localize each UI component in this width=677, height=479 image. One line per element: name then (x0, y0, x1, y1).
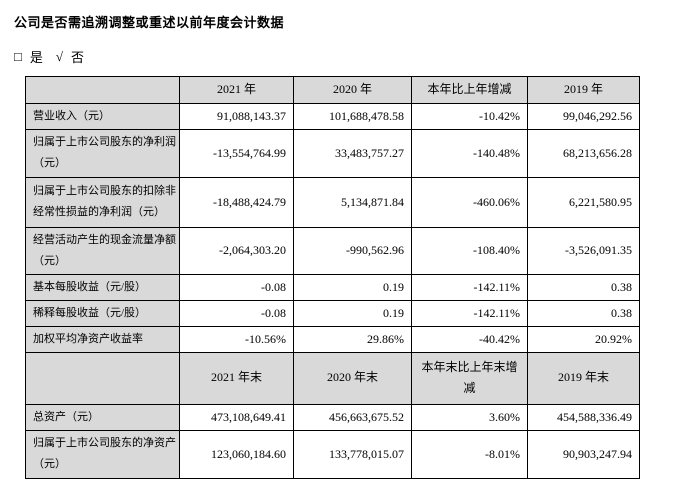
value-2021: -0.08 (179, 273, 294, 301)
key-financials-table: 2021 年 2020 年 本年比上年增减 2019 年 营业收入（元） 91,… (25, 76, 640, 479)
value-change: 3.60% (411, 403, 528, 431)
table-row-net-assets: 归属于上市公司股东的净资产（元） 123,060,184.60 133,778,… (25, 429, 640, 479)
choice-no: √ 否 (56, 47, 84, 66)
value-2019: 0.38 (527, 273, 640, 301)
table-row-total-assets: 总资产（元） 473,108,649.41 456,663,675.52 3.6… (25, 403, 640, 431)
value-change: -140.48% (411, 128, 528, 178)
header-blank (25, 76, 180, 104)
value-2019: 90,903,247.94 (527, 429, 640, 479)
value-2020: 0.19 (293, 273, 412, 301)
value-2019: 0.38 (527, 299, 640, 327)
value-2019: 6,221,580.95 (527, 176, 640, 228)
row-label: 稀释每股收益（元/股） (25, 299, 180, 327)
choice-yes-label: 是 (29, 50, 43, 65)
row-label: 经营活动产生的现金流量净额（元） (25, 226, 180, 275)
table-row-net-profit-excl-nonrecurring: 归属于上市公司股东的扣除非经常性损益的净利润（元） -18,488,424.79… (25, 176, 640, 228)
value-2020: 0.19 (293, 299, 412, 327)
table-row-basic-eps: 基本每股收益（元/股） -0.08 0.19 -142.11% 0.38 (25, 273, 640, 301)
value-2021: 91,088,143.37 (179, 102, 294, 130)
value-change: -142.11% (411, 299, 528, 327)
checkbox-unchecked-icon: □ (14, 48, 22, 64)
row-label: 基本每股收益（元/股） (25, 273, 180, 301)
value-change: -460.06% (411, 176, 528, 228)
restatement-choices: □ 是 √ 否 (14, 47, 677, 66)
header-2019-end: 2019 年末 (527, 351, 640, 405)
year-end-header-row: 2021 年末 2020 年末 本年末比上年末增减 2019 年末 (25, 351, 640, 405)
value-2021: -18,488,424.79 (179, 176, 294, 228)
value-2019: 454,588,336.49 (527, 403, 640, 431)
value-2021: 473,108,649.41 (179, 403, 294, 431)
value-2019: -3,526,091.35 (527, 226, 640, 275)
value-2021: -10.56% (179, 325, 294, 353)
table-row-diluted-eps: 稀释每股收益（元/股） -0.08 0.19 -142.11% 0.38 (25, 299, 640, 327)
value-change: -8.01% (411, 429, 528, 479)
annual-header-row: 2021 年 2020 年 本年比上年增减 2019 年 (25, 76, 640, 104)
value-2020: -990,562.96 (293, 226, 412, 275)
value-2020: 29.86% (293, 325, 412, 353)
header-2021: 2021 年 (179, 76, 294, 104)
row-label: 总资产（元） (25, 403, 180, 431)
value-2020: 456,663,675.52 (293, 403, 412, 431)
table-row-revenue: 营业收入（元） 91,088,143.37 101,688,478.58 -10… (25, 102, 640, 130)
row-label: 营业收入（元） (25, 102, 180, 130)
value-change: -40.42% (411, 325, 528, 353)
value-2019: 99,046,292.56 (527, 102, 640, 130)
restatement-question: 公司是否需追溯调整或重述以前年度会计数据 (14, 15, 285, 30)
table-row-weighted-avg-roe: 加权平均净资产收益率 -10.56% 29.86% -40.42% 20.92% (25, 325, 640, 353)
value-2021: 123,060,184.60 (179, 429, 294, 479)
row-label: 归属于上市公司股东的净资产（元） (25, 429, 180, 479)
header-yoy-change: 本年比上年增减 (411, 76, 528, 104)
value-change: -10.42% (411, 102, 528, 130)
header-2019: 2019 年 (527, 76, 640, 104)
header-2021-end: 2021 年末 (179, 351, 294, 405)
table-row-net-profit: 归属于上市公司股东的净利润（元） -13,554,764.99 33,483,7… (25, 128, 640, 178)
value-2020: 33,483,757.27 (293, 128, 412, 178)
row-label: 加权平均净资产收益率 (25, 325, 180, 353)
value-2021: -13,554,764.99 (179, 128, 294, 178)
value-change: -142.11% (411, 273, 528, 301)
value-change: -108.40% (411, 226, 528, 275)
header-blank (25, 351, 180, 405)
value-2020: 101,688,478.58 (293, 102, 412, 130)
header-2020: 2020 年 (293, 76, 412, 104)
header-2020-end: 2020 年末 (293, 351, 412, 405)
value-2021: -2,064,303.20 (179, 226, 294, 275)
value-2019: 68,213,656.28 (527, 128, 640, 178)
choice-no-label: 否 (71, 50, 85, 65)
header-year-end-change: 本年末比上年末增减 (411, 351, 528, 405)
row-label: 归属于上市公司股东的净利润（元） (25, 128, 180, 178)
value-2020: 133,778,015.07 (293, 429, 412, 479)
row-label: 归属于上市公司股东的扣除非经常性损益的净利润（元） (25, 176, 180, 228)
choice-yes: □ 是 (14, 47, 43, 66)
value-2020: 5,134,871.84 (293, 176, 412, 228)
checkmark-icon: √ (55, 48, 64, 64)
value-2021: -0.08 (179, 299, 294, 327)
value-2019: 20.92% (527, 325, 640, 353)
table-row-operating-cash-flow: 经营活动产生的现金流量净额（元） -2,064,303.20 -990,562.… (25, 226, 640, 275)
